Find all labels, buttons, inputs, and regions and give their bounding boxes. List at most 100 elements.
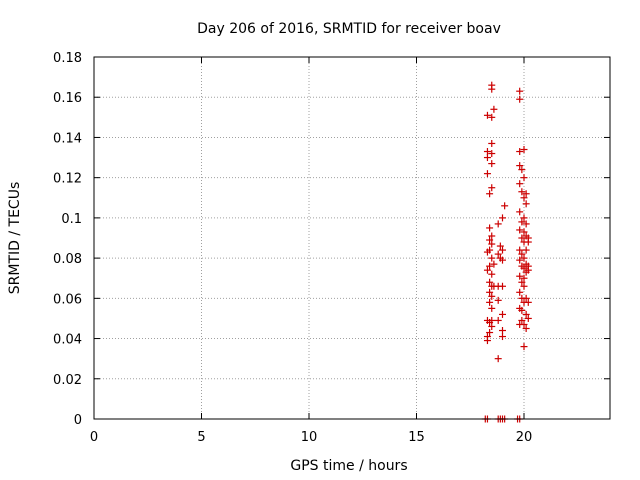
data-point [516, 288, 524, 296]
data-point [522, 325, 530, 332]
data-point [516, 162, 524, 170]
data-point [518, 278, 526, 286]
y-tick-label: 0.02 [53, 373, 82, 388]
data-point [520, 214, 528, 222]
data-point [522, 220, 530, 228]
y-tick-label: 0.04 [53, 333, 82, 348]
data-point [483, 154, 491, 162]
data-point [483, 266, 491, 274]
data-point [520, 282, 528, 290]
data-point [488, 316, 496, 324]
data-point [499, 327, 506, 335]
x-tick-label: 10 [301, 430, 318, 445]
data-point [518, 188, 526, 196]
data-point [516, 246, 524, 254]
data-point [499, 282, 506, 290]
data-point [518, 166, 526, 174]
data-point [486, 190, 494, 198]
data-point [518, 306, 526, 314]
data-point [494, 220, 502, 228]
axis-ticks: 0 0.02 0.04 0.06 0.08 0.1 0.12 0.14 0.16 0.18 0 5 10… [53, 51, 610, 445]
y-axis-title: SRMTID / TECUs [7, 182, 23, 295]
y-tick-label: 0.18 [53, 51, 82, 66]
grid-lines [94, 57, 610, 419]
x-tick-label: 15 [408, 430, 425, 445]
y-tick-label: 0.12 [53, 172, 82, 187]
data-point [501, 202, 509, 210]
data-point [499, 310, 506, 318]
data-point [516, 226, 524, 234]
data-point [499, 214, 506, 222]
data-point [486, 288, 494, 296]
data-point [520, 146, 528, 154]
y-tick-label: 0.14 [53, 131, 82, 146]
data-point [522, 246, 530, 254]
y-tick-label: 0.1 [61, 212, 82, 227]
data-point [522, 310, 530, 318]
data-point [488, 240, 496, 248]
data-point [516, 256, 524, 264]
data-point [488, 150, 496, 158]
data-point [490, 105, 498, 113]
data-point [518, 316, 526, 324]
data-point [516, 87, 524, 95]
x-tick-label: 5 [197, 430, 205, 445]
data-point [524, 298, 532, 306]
data-point [499, 256, 506, 264]
data-point [499, 246, 506, 254]
x-tick-label: 0 [90, 430, 98, 445]
data-point [486, 298, 494, 306]
data-point [488, 232, 496, 240]
data-point [488, 113, 496, 121]
data-point [518, 234, 526, 242]
data-point [486, 236, 494, 244]
data-point [483, 170, 491, 178]
data-point [494, 250, 502, 258]
data-point [522, 190, 530, 198]
data-point [494, 355, 502, 363]
data-point [520, 228, 528, 236]
data-point [488, 254, 496, 262]
data-point [524, 238, 532, 246]
data-point [499, 333, 506, 341]
data-point [524, 314, 532, 322]
data-point [496, 242, 504, 250]
data-point [486, 278, 494, 286]
data-point [486, 262, 494, 270]
data-point [516, 180, 524, 188]
data-point [483, 337, 491, 345]
data-point [483, 111, 491, 119]
data-point [486, 224, 494, 232]
data-point [488, 139, 496, 147]
data-point [516, 208, 524, 216]
data-point [520, 194, 528, 202]
data-point [488, 304, 496, 312]
data-point [518, 250, 526, 258]
data-point [520, 274, 528, 282]
x-axis-title: GPS time / hours [290, 458, 407, 474]
data-point [524, 266, 532, 274]
data-point [522, 294, 530, 302]
data-point [488, 322, 496, 330]
y-tick-label: 0.06 [53, 292, 82, 307]
data-point [488, 85, 496, 93]
x-tick-label: 20 [516, 430, 533, 445]
data-point [516, 95, 524, 103]
data-point [488, 270, 496, 278]
data-point [520, 174, 528, 182]
data-point [494, 316, 502, 324]
data-point [488, 184, 496, 192]
data-point [518, 218, 526, 226]
data-point [516, 272, 524, 280]
data-point [520, 320, 528, 328]
y-tick-label: 0.16 [53, 91, 82, 106]
y-tick-label: 0.08 [53, 252, 82, 267]
data-point [520, 264, 528, 272]
data-point [486, 329, 494, 337]
data-point [516, 148, 524, 156]
data-point [520, 254, 528, 262]
plot-border [93, 56, 611, 420]
data-point [490, 260, 498, 268]
data-points [481, 81, 532, 423]
